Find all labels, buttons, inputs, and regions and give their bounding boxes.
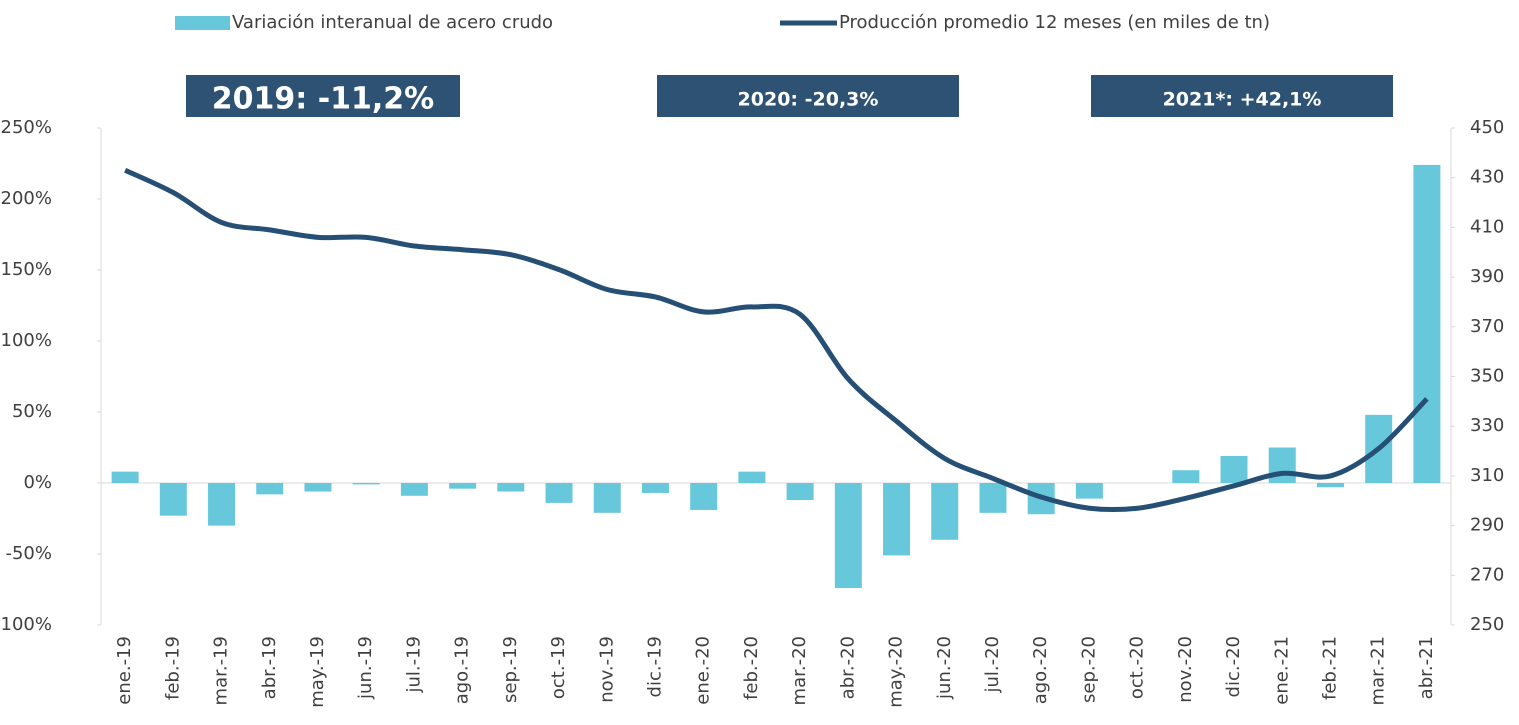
bar — [931, 483, 959, 540]
legend-swatch — [175, 16, 230, 30]
x-tick-label: ago.-20 — [1030, 636, 1051, 704]
x-tick-label: feb.-20 — [741, 636, 762, 700]
x-tick-label: abr.-20 — [837, 636, 858, 699]
y2-tick-label: 350 — [1470, 366, 1504, 387]
x-tick-label: mar.-20 — [789, 636, 810, 705]
bar — [690, 483, 718, 510]
annotation-box — [1091, 75, 1393, 117]
x-tick-label: nov.-19 — [596, 636, 617, 703]
bar — [159, 483, 187, 516]
y2-tick-label: 410 — [1470, 216, 1504, 237]
y-tick-label: 250% — [1, 117, 52, 138]
annotation: 2019: -11,2% — [212, 82, 434, 117]
y-tick-label: 50% — [12, 401, 52, 422]
line — [124, 167, 1429, 513]
bar — [1075, 483, 1103, 499]
bar — [497, 483, 525, 492]
bar — [883, 483, 911, 556]
y-tick-label: -50% — [5, 543, 52, 564]
x-tick-label: dic.-20 — [1223, 636, 1244, 697]
x-tick-label: abr.-19 — [259, 636, 280, 699]
bar — [1316, 483, 1344, 488]
bar — [786, 483, 814, 501]
bar — [593, 483, 621, 513]
x-tick-label: ene.-21 — [1271, 636, 1292, 705]
bar — [352, 483, 380, 485]
y-tick-label: 150% — [1, 259, 52, 280]
x-tick-label: jul.-19 — [403, 636, 424, 694]
bar — [304, 483, 332, 492]
x-tick-label: oct.-19 — [548, 636, 569, 699]
bar — [111, 471, 139, 483]
x-tick-label: jun.-20 — [934, 636, 955, 700]
legend-label: Variación interanual de acero crudo — [232, 12, 553, 33]
bar — [1413, 164, 1441, 484]
bar — [834, 483, 862, 589]
x-tick-label: sep.-19 — [500, 636, 521, 703]
x-tick-label: ene.-19 — [114, 636, 135, 705]
annotation: 2021*: +42,1% — [1163, 89, 1322, 111]
x-tick-label: mar.-21 — [1368, 636, 1389, 705]
x-tick-label: feb.-21 — [1319, 636, 1340, 700]
y-tick-label: 100% — [1, 330, 52, 351]
x-tick-label: nov.-20 — [1175, 636, 1196, 703]
y2-tick-label: 310 — [1470, 465, 1504, 486]
bar — [400, 483, 428, 496]
x-tick-label: jun.-19 — [355, 636, 376, 700]
bar — [1220, 456, 1248, 483]
y2-tick-label: 250 — [1470, 614, 1504, 635]
bar — [1268, 447, 1296, 483]
annotation: 2020: -20,3% — [738, 89, 879, 111]
y-tick-label: -100% — [0, 614, 52, 635]
bar — [738, 471, 766, 483]
y2-tick-label: 290 — [1470, 515, 1504, 536]
bar — [545, 483, 573, 503]
y2-tick-label: 450 — [1470, 117, 1504, 138]
x-tick-label: oct.-20 — [1127, 636, 1148, 699]
x-tick-label: jul.-20 — [982, 636, 1003, 694]
x-tick-label: feb.-19 — [162, 636, 183, 700]
x-tick-label: ene.-20 — [693, 636, 714, 705]
x-tick-label: may.-19 — [307, 636, 328, 708]
x-tick-label: abr.-21 — [1416, 636, 1437, 699]
annotation-box — [657, 75, 959, 117]
y-tick-label: 200% — [1, 188, 52, 209]
x-tick-label: may.-20 — [886, 636, 907, 708]
legend-label: Producción promedio 12 meses (en miles d… — [839, 12, 1270, 33]
bar — [256, 483, 284, 495]
y2-tick-label: 270 — [1470, 564, 1504, 585]
y-tick-label: 0% — [23, 472, 52, 493]
bar — [641, 483, 669, 493]
bar — [979, 483, 1007, 513]
y2-tick-label: 370 — [1470, 316, 1504, 337]
x-tick-label: mar.-19 — [211, 636, 232, 705]
y2-tick-label: 430 — [1470, 167, 1504, 188]
x-tick-label: dic.-19 — [644, 636, 665, 697]
x-tick-label: ago.-19 — [452, 636, 473, 704]
bar — [1172, 470, 1200, 483]
y2-tick-label: 330 — [1470, 415, 1504, 436]
bar — [208, 483, 236, 526]
bar — [449, 483, 477, 489]
x-tick-label: sep.-20 — [1078, 636, 1099, 703]
annotation-box — [186, 75, 460, 117]
y2-tick-label: 390 — [1470, 266, 1504, 287]
